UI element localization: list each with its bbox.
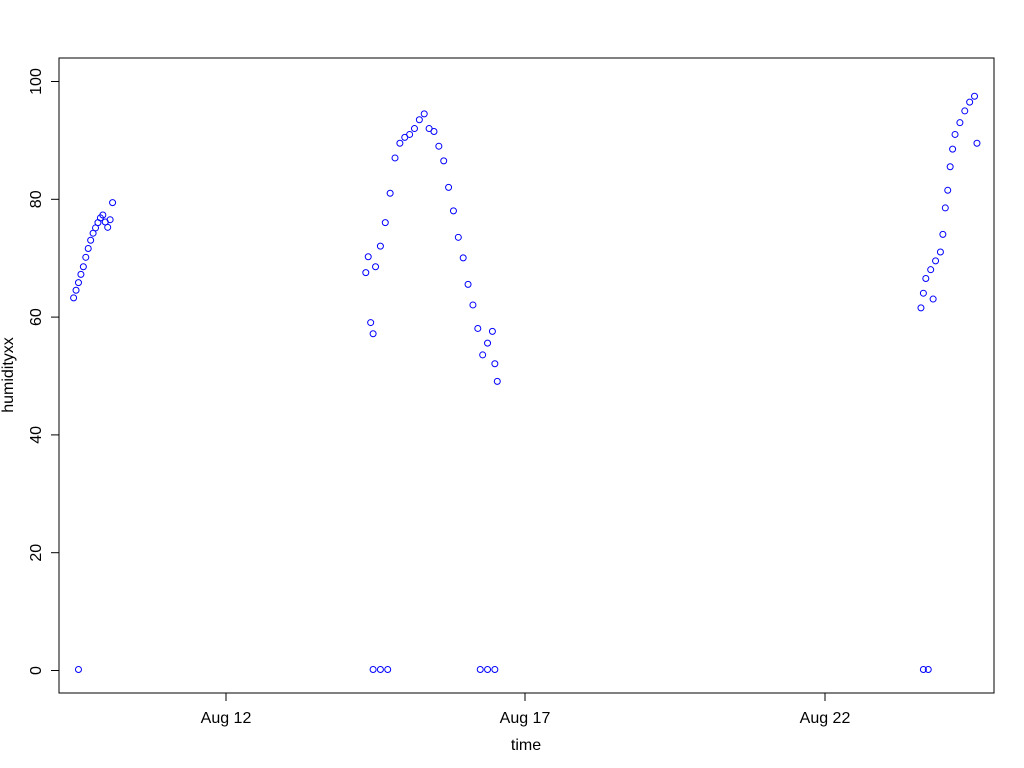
data-point xyxy=(927,266,935,274)
y-axis: 0 20 40 60 80 100 xyxy=(28,68,60,675)
data-point xyxy=(966,98,974,106)
data-point xyxy=(956,119,964,127)
data-point xyxy=(440,157,448,165)
data-point xyxy=(939,230,947,238)
data-point xyxy=(420,110,428,118)
x-axis-label: time xyxy=(511,737,541,754)
data-point xyxy=(924,665,932,673)
data-point xyxy=(381,219,389,227)
data-point xyxy=(84,245,92,252)
data-point xyxy=(384,665,392,673)
data-point xyxy=(932,257,940,265)
y-tick-label: 80 xyxy=(28,190,45,208)
data-point xyxy=(391,154,399,162)
data-point xyxy=(919,665,927,673)
data-point xyxy=(372,263,380,271)
data-point xyxy=(949,145,957,153)
data-points xyxy=(70,92,981,673)
data-point xyxy=(484,665,492,673)
data-point xyxy=(449,207,457,215)
data-point xyxy=(82,253,90,261)
data-point xyxy=(476,665,484,673)
y-tick-label: 20 xyxy=(28,544,45,562)
data-point xyxy=(922,274,930,282)
data-point xyxy=(70,294,78,302)
data-point xyxy=(104,223,112,231)
y-tick-label: 40 xyxy=(28,426,45,444)
data-point xyxy=(72,286,80,294)
data-point xyxy=(406,130,414,138)
data-point xyxy=(951,130,959,138)
data-point xyxy=(415,116,423,124)
data-point xyxy=(484,339,492,347)
data-point xyxy=(376,242,384,250)
plot-frame xyxy=(58,57,995,694)
data-point xyxy=(488,327,496,335)
data-point xyxy=(362,269,370,277)
data-point xyxy=(469,301,477,309)
data-point xyxy=(973,139,981,147)
data-point xyxy=(929,295,937,303)
data-point xyxy=(106,216,114,224)
data-point xyxy=(919,289,927,297)
data-point xyxy=(941,204,949,212)
data-point xyxy=(464,280,472,288)
data-point xyxy=(77,270,85,278)
data-point xyxy=(74,665,82,673)
y-tick-label: 100 xyxy=(28,68,45,95)
data-point xyxy=(369,330,377,338)
x-tick-label: Aug 17 xyxy=(500,710,551,727)
data-point xyxy=(961,107,969,115)
data-point xyxy=(454,233,462,241)
data-point xyxy=(474,324,482,332)
data-point xyxy=(430,128,438,135)
data-point xyxy=(79,263,87,271)
data-point xyxy=(479,351,487,359)
data-point xyxy=(396,139,404,147)
data-point xyxy=(410,125,418,133)
data-point xyxy=(445,183,453,191)
x-tick-label: Aug 12 xyxy=(201,710,252,727)
data-point xyxy=(367,319,375,327)
data-point xyxy=(491,360,499,368)
x-axis: Aug 12 Aug 17 Aug 22 xyxy=(201,692,851,727)
y-tick-label: 60 xyxy=(28,308,45,326)
data-point xyxy=(971,92,979,100)
data-point xyxy=(369,665,377,673)
data-point xyxy=(435,142,443,150)
data-point xyxy=(376,665,384,673)
y-axis-label: humidityxx xyxy=(0,337,17,413)
data-point xyxy=(491,665,499,673)
data-point xyxy=(936,248,944,256)
data-point xyxy=(493,377,501,385)
data-point xyxy=(74,279,82,287)
data-point xyxy=(946,163,954,171)
data-point xyxy=(99,211,107,219)
x-tick-label: Aug 22 xyxy=(800,710,851,727)
y-tick-label: 0 xyxy=(28,666,45,675)
data-point xyxy=(459,254,467,262)
data-point xyxy=(364,253,372,261)
data-point xyxy=(386,189,394,197)
data-point xyxy=(109,199,117,207)
data-point xyxy=(944,186,952,194)
data-point xyxy=(917,304,925,312)
data-point xyxy=(87,236,95,244)
